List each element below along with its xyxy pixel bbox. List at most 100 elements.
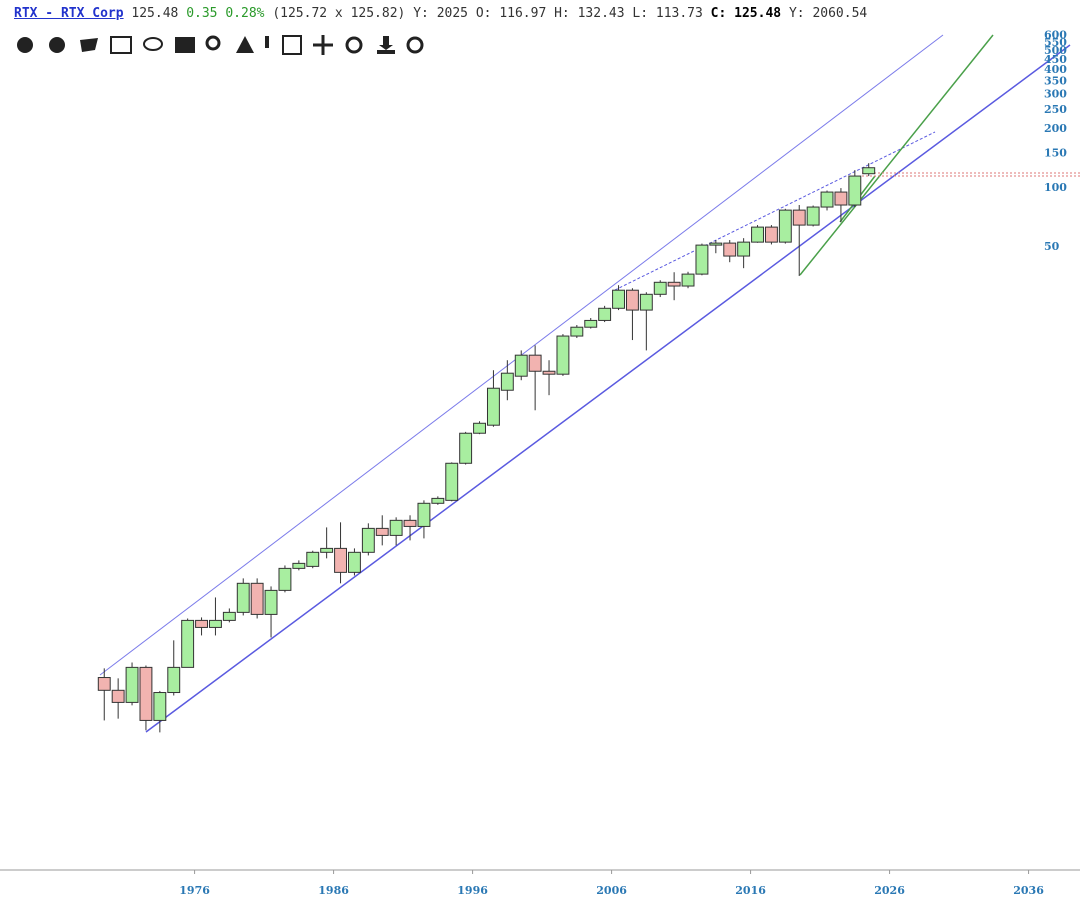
candle-body [528, 354, 542, 372]
label: O: [475, 6, 492, 21]
icon[interactable] [205, 35, 221, 51]
candle-body [737, 241, 751, 257]
label: Y: [413, 6, 429, 21]
low: 113.73 [655, 6, 703, 21]
candle-body [542, 370, 556, 375]
candle-body [834, 191, 848, 206]
y-tick-label: 350 [1044, 74, 1067, 87]
candle-body [709, 242, 723, 246]
trend-line [799, 34, 994, 276]
icon[interactable] [345, 36, 363, 54]
candle-body [222, 611, 236, 621]
candle-body [167, 666, 181, 694]
candle-body [125, 666, 139, 703]
label: L: [632, 6, 649, 21]
candle-body [292, 562, 306, 569]
icon[interactable] [265, 36, 269, 48]
icon[interactable] [282, 35, 302, 55]
candle-body [403, 519, 417, 527]
year: 2025 [436, 6, 468, 21]
icon[interactable] [143, 37, 163, 51]
candle-body [153, 692, 167, 721]
candle-body [612, 289, 625, 309]
candle-body [236, 582, 250, 613]
toolbar [17, 35, 424, 55]
y-tick-label: 500 [1044, 44, 1067, 57]
trend-line [614, 131, 936, 291]
candle-body [667, 281, 681, 287]
y-tick-label: 300 [1044, 87, 1067, 100]
x-tick-label: 1996 [457, 884, 488, 897]
candle-body [139, 666, 153, 721]
candle-body [862, 167, 876, 175]
high: 132.43 [577, 6, 625, 21]
icon[interactable] [175, 37, 195, 53]
change: 0.35 [186, 6, 218, 21]
candle-body [431, 497, 445, 504]
candle-body [334, 547, 347, 573]
candle-body [764, 226, 778, 243]
candle-body [375, 527, 389, 536]
symbol-link[interactable]: RTX - RTX Corp [14, 6, 124, 21]
icon[interactable] [236, 36, 254, 53]
candle-body [195, 619, 208, 628]
candle-body [111, 689, 125, 703]
last-price: 125.48 [131, 6, 179, 21]
icon[interactable] [406, 36, 424, 54]
candle-body [445, 462, 459, 501]
y-tick-label: 250 [1044, 103, 1067, 116]
candle-body [570, 326, 584, 337]
candle-body [389, 519, 403, 536]
y-tick-label: 400 [1044, 63, 1067, 76]
y-tick-label: 50 [1044, 240, 1060, 253]
candle-body [792, 209, 806, 226]
icon[interactable] [80, 38, 98, 52]
bid-ask: (125.72 x 125.82) [272, 6, 406, 21]
y-tick-label: 100 [1044, 181, 1067, 194]
quote-header: RTX - RTX Corp 125.48 0.35 0.28% (125.72… [14, 6, 867, 21]
candle-body [278, 567, 292, 591]
icon[interactable] [313, 35, 333, 55]
y-tick-label: 450 [1044, 53, 1067, 66]
candle-body [361, 527, 375, 553]
candle-body [723, 242, 737, 257]
label: Y: [788, 6, 805, 21]
icon[interactable] [49, 37, 65, 53]
candle-body [751, 226, 764, 243]
change-pct: 0.28% [225, 6, 265, 21]
candle-body [347, 551, 361, 573]
y-tick-label: 550 [1044, 36, 1067, 49]
x-tick-label: 1976 [179, 884, 210, 897]
candle-body [181, 619, 195, 668]
x-tick-label: 2016 [735, 884, 766, 897]
y-tick-label: 600 [1044, 28, 1067, 41]
trend-line [145, 44, 1071, 733]
icon[interactable] [377, 36, 395, 54]
candle-body [250, 582, 264, 615]
x-tick-label: 2006 [596, 884, 627, 897]
candle-body [639, 293, 653, 311]
candle-body [306, 551, 320, 567]
candle-body [778, 209, 792, 243]
icon[interactable] [110, 36, 132, 54]
candle-body [208, 619, 222, 628]
x-tick-label: 2026 [874, 884, 905, 897]
candle-body [625, 289, 639, 311]
candle-body [653, 281, 667, 295]
candle-body [848, 175, 862, 206]
candle-body [806, 206, 820, 226]
y-tick-label: 200 [1044, 122, 1067, 135]
icon[interactable] [17, 37, 33, 53]
candle-body [695, 244, 709, 275]
extra-value: 2060.54 [812, 6, 868, 21]
candle-body [820, 191, 834, 208]
candle-body [320, 547, 334, 553]
close: 125.48 [734, 6, 782, 21]
candle-body [556, 335, 570, 375]
x-tick-label: 1986 [318, 884, 349, 897]
candle-body [97, 677, 111, 691]
candle-body [500, 372, 514, 391]
candle-body [486, 387, 500, 426]
